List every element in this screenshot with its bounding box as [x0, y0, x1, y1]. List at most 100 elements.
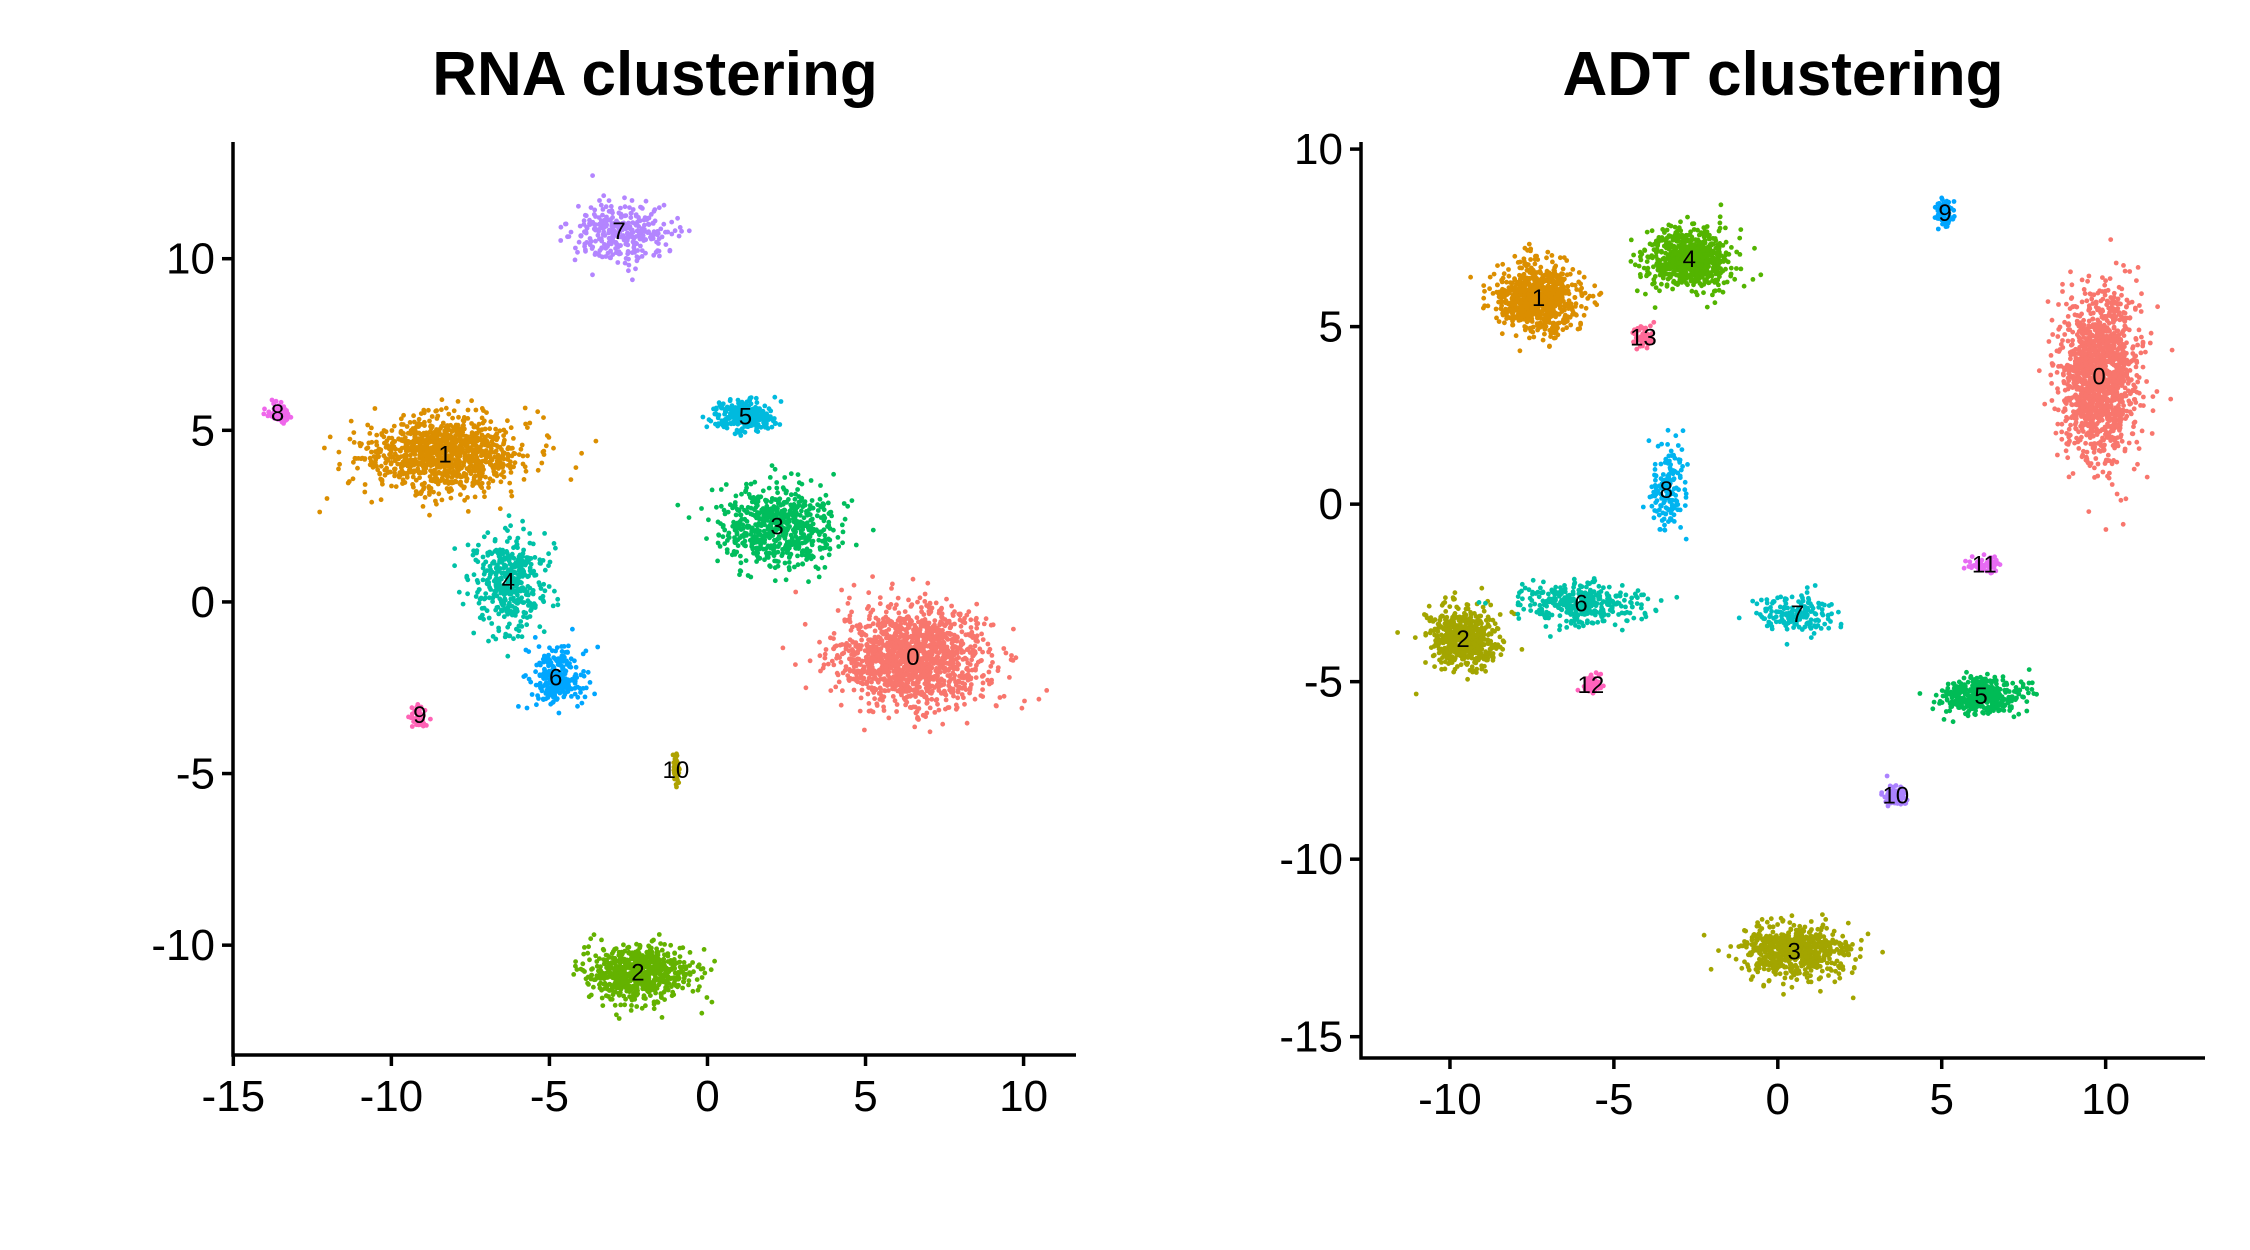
- rna-cluster-4-point: [518, 619, 524, 624]
- rna-cluster-1-point: [512, 451, 518, 457]
- rna-cluster-0-point: [881, 704, 886, 710]
- rna-cluster-1-point: [516, 452, 522, 457]
- rna-cluster-0-point: [983, 616, 989, 622]
- rna-cluster-2-point: [695, 987, 701, 993]
- rna-cluster-2-point: [651, 1001, 657, 1007]
- rna-cluster-0-point: [899, 658, 905, 664]
- rna-cluster-0-point: [835, 608, 841, 613]
- rna-cluster-4-point: [508, 523, 513, 529]
- rna-cluster-6-point: [582, 694, 588, 700]
- rna-cluster-2-point: [670, 959, 675, 964]
- rna-cluster-0-point: [938, 690, 944, 696]
- rna-cluster-0-point: [893, 626, 898, 631]
- rna-cluster-0-point: [940, 721, 946, 727]
- rna-cluster-2-point: [573, 959, 578, 964]
- rna-cluster-1-point: [465, 449, 471, 454]
- rna-cluster-4-point: [532, 555, 538, 560]
- rna-cluster-0-point: [980, 687, 985, 692]
- rna-cluster-0-point: [939, 677, 945, 683]
- rna-cluster-2-point: [690, 988, 696, 994]
- rna-cluster-2-point: [586, 994, 592, 1000]
- rna-cluster-0-point: [980, 649, 985, 655]
- rna-cluster-3-point: [795, 562, 801, 568]
- rna-cluster-0-point: [945, 637, 951, 642]
- rna-cluster-0-point: [898, 621, 904, 627]
- rna-cluster-2-point: [571, 972, 577, 977]
- rna-cluster-0-point: [989, 653, 995, 658]
- rna-cluster-2-point: [587, 957, 592, 963]
- rna-cluster-6-point: [523, 647, 529, 653]
- rna-cluster-0-point: [933, 600, 939, 606]
- rna-cluster-0-point: [922, 694, 927, 700]
- rna-cluster-0-point: [1011, 626, 1016, 632]
- rna-cluster-3-point: [826, 552, 832, 558]
- rna-cluster-0-point: [955, 689, 961, 695]
- rna-cluster-7-point: [590, 272, 595, 278]
- rna-cluster-0-point: [825, 661, 831, 667]
- rna-cluster-1-point: [461, 418, 467, 424]
- rna-cluster-4-point: [530, 541, 536, 547]
- rna-cluster-2-point: [589, 967, 594, 972]
- rna-cluster-2-point: [629, 1003, 634, 1008]
- rna-cluster-1-point: [487, 426, 493, 432]
- rna-cluster-0-point: [950, 611, 956, 617]
- rna-cluster-2-point: [641, 995, 647, 1001]
- rna-cluster-7-point: [600, 207, 606, 212]
- rna-cluster-1-point: [415, 462, 421, 467]
- rna-cluster-2-point: [598, 964, 603, 969]
- rna-cluster-2-point: [650, 969, 655, 975]
- rna-cluster-1-point: [391, 439, 397, 445]
- rna-cluster-3-point: [796, 546, 801, 551]
- rna-cluster-2-point: [634, 941, 639, 947]
- rna-cluster-1-point: [372, 463, 378, 469]
- rna-cluster-0-point: [898, 625, 904, 630]
- rna-cluster-7-point: [629, 250, 635, 256]
- rna-cluster-3-point: [800, 535, 805, 540]
- rna-cluster-3-point: [720, 534, 726, 540]
- rna-cluster-1-point: [501, 440, 507, 446]
- rna-cluster-0-point: [916, 699, 921, 705]
- rna-cluster-4-point: [480, 612, 485, 618]
- rna-cluster-1-point: [541, 452, 547, 457]
- rna-cluster-3-point: [784, 500, 789, 505]
- rna-cluster-6-point: [543, 696, 549, 702]
- rna-cluster-0-point: [847, 595, 852, 601]
- rna-cluster-0-point: [829, 658, 835, 664]
- rna-cluster-3-point: [790, 527, 796, 533]
- rna-cluster-2-point: [651, 1006, 657, 1012]
- rna-cluster-0-point: [898, 643, 904, 649]
- rna-cluster-1-point: [427, 512, 432, 518]
- rna-cluster-0-point: [914, 642, 919, 648]
- rna-cluster-2-point: [672, 950, 677, 956]
- rna-cluster-0-point: [844, 617, 850, 623]
- rna-cluster-6-point: [516, 704, 521, 709]
- rna-cluster-2-point: [702, 970, 708, 976]
- rna-cluster-4-point: [542, 531, 547, 536]
- rna-cluster-2-point: [608, 996, 613, 1002]
- rna-cluster-1-point: [527, 420, 533, 426]
- rna-cluster-3-point: [768, 564, 773, 569]
- rna-cluster-5-point: [753, 395, 759, 401]
- rna-cluster-0-point: [803, 685, 809, 691]
- rna-cluster-4-point: [496, 625, 501, 631]
- rna-cluster-1-point: [400, 438, 406, 444]
- rna-cluster-0-point: [835, 672, 841, 678]
- rna-cluster-3-point: [761, 528, 767, 534]
- rna-cluster-1-point: [444, 468, 450, 474]
- rna-cluster-1-point: [324, 496, 330, 501]
- rna-cluster-1-point: [422, 438, 428, 443]
- rna-cluster-0-point: [900, 689, 905, 695]
- rna-cluster-1-point: [446, 411, 452, 417]
- rna-cluster-1-point: [322, 445, 327, 451]
- rna-cluster-0-point: [831, 646, 837, 652]
- rna-cluster-2-point: [677, 954, 683, 959]
- rna-cluster-3-point: [814, 513, 820, 519]
- rna-cluster-0-point: [953, 702, 959, 708]
- rna-cluster-4-point: [492, 537, 498, 542]
- rna-cluster-0-point: [881, 694, 887, 700]
- rna-cluster-1-point: [451, 427, 457, 433]
- rna-cluster-1-point: [439, 397, 445, 403]
- rna-cluster-3-point: [795, 472, 801, 477]
- rna-cluster-3-point: [801, 515, 807, 521]
- rna-cluster-1-point: [392, 451, 398, 457]
